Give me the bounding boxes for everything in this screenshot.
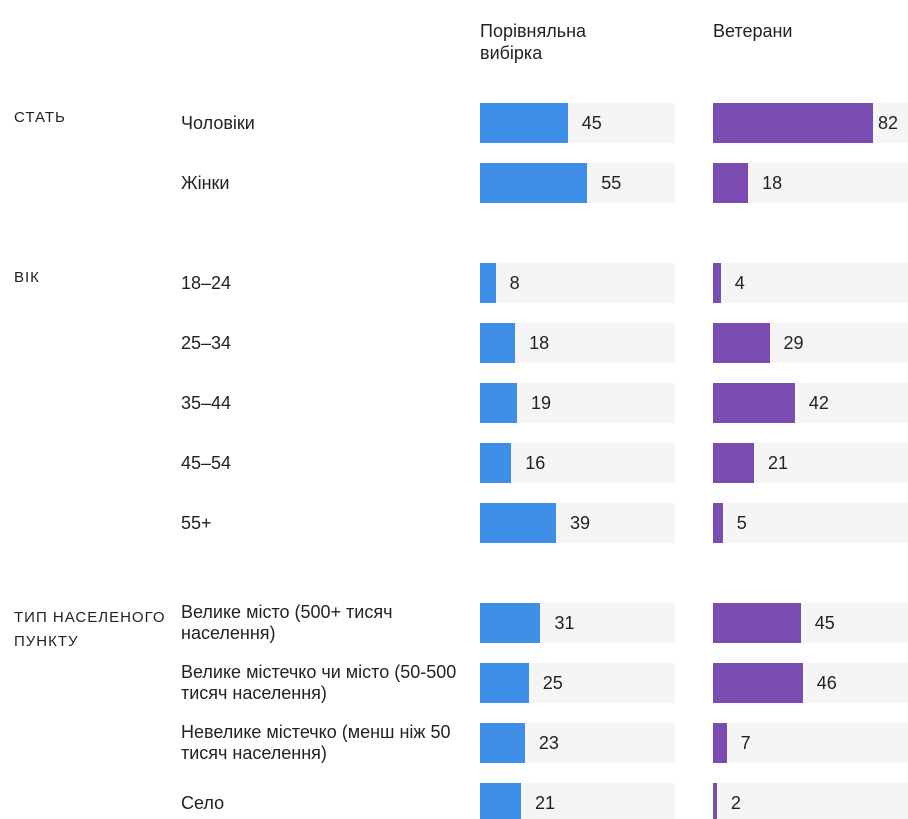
category-label: 25–34 [181,332,232,353]
bar [480,323,516,363]
value-label: 31 [554,613,575,633]
value-label: 45 [814,613,835,633]
value-label: 8 [509,273,520,293]
value-label: 16 [525,453,546,473]
value-label: 45 [581,113,602,133]
bar [713,783,717,819]
bar [480,163,588,203]
bar [713,503,723,543]
bar [480,603,541,643]
bar [480,783,521,819]
bar [480,383,518,423]
bar [480,723,525,763]
value-label: 25 [542,673,563,693]
category-label: Село [181,792,225,813]
bar [480,103,568,143]
category-label: Велике місто (500+ тисяч населення) [181,602,393,643]
value-label: 42 [808,393,829,413]
bar-track [713,783,908,819]
column-header: Порівняльна вибірка [480,21,587,63]
value-label: 23 [538,733,559,753]
bar-track [480,263,675,303]
value-label: 21 [534,793,555,813]
category-label: 35–44 [181,392,232,413]
bar [713,443,754,483]
category-label: 45–54 [181,452,232,473]
value-label: 7 [740,733,751,753]
value-label: 55 [601,173,622,193]
bar [713,663,803,703]
category-label: Чоловіки [181,112,255,133]
bar [713,723,727,763]
bar [713,103,873,143]
group-label: ВІК [14,269,40,286]
group-label: ТИП НАСЕЛЕНОГО ПУНКТУ [14,609,166,650]
bar [713,263,721,303]
bar-track [713,503,908,543]
bar [480,263,496,303]
value-label: 46 [816,673,837,693]
value-label: 5 [736,513,747,533]
category-label: 18–24 [181,272,232,293]
category-label: Жінки [181,172,230,193]
bar-track [713,723,908,763]
group-label: СТАТЬ [14,109,66,126]
value-label: 19 [531,393,552,413]
category-label: Невелике містечко (менш ніж 50 тисяч нас… [181,722,451,763]
bar [713,603,801,643]
bar [480,443,512,483]
category-label: 55+ [181,512,212,533]
bar [480,663,529,703]
value-label: 29 [783,333,804,353]
value-label: 18 [529,333,550,353]
value-label: 39 [570,513,591,533]
bar [713,383,795,423]
value-label: 82 [878,113,899,133]
value-label: 4 [734,273,745,293]
bar [713,323,770,363]
bar [713,163,749,203]
bar [480,503,557,543]
value-label: 21 [767,453,788,473]
bar-track [480,443,675,483]
category-label: Велике містечко чи місто (50-500 тисяч н… [181,662,457,703]
bar-track [713,263,908,303]
value-label: 2 [730,793,741,813]
value-label: 18 [762,173,783,193]
column-header: Ветерани [713,21,793,41]
